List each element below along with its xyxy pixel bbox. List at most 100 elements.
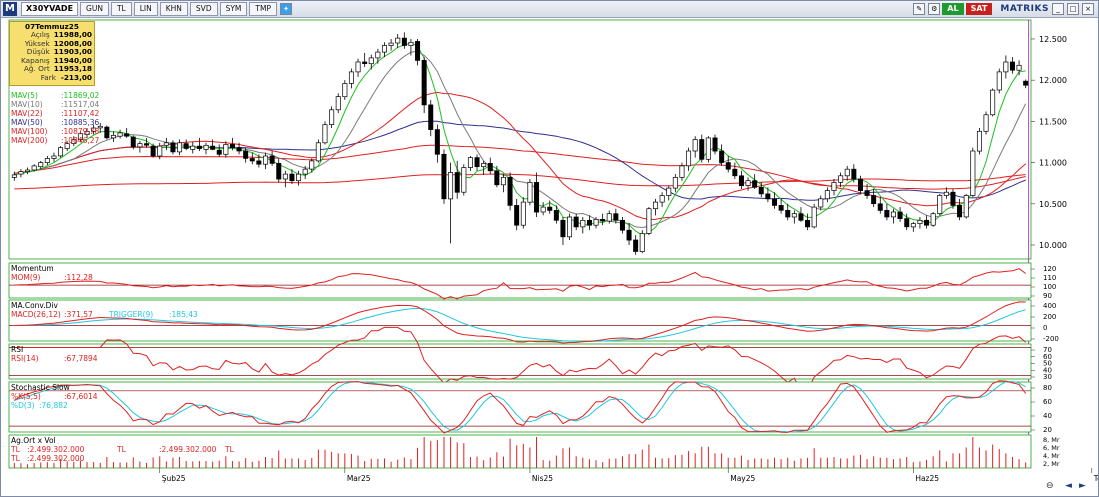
period-button[interactable]: GUN xyxy=(80,2,109,16)
ma-legend-label: MAV(50) xyxy=(11,118,43,127)
sell-button[interactable]: SAT xyxy=(965,3,993,15)
template-button[interactable]: TMP xyxy=(249,2,277,16)
rsi-tick-label: 40 xyxy=(1043,366,1052,374)
ma-legend-label: MAV(22) xyxy=(11,109,43,118)
candle xyxy=(58,147,64,157)
candle xyxy=(84,130,90,135)
volume-title: Ag.Ort x Vol xyxy=(11,436,56,445)
ma-legend-value: :11869,02 xyxy=(61,91,100,100)
toolbar: M X30YVADE GUN TL LIN KHN SVD SYM TMP ✦ … xyxy=(1,1,1098,18)
candle xyxy=(679,165,685,178)
ma-legend-label: MAV(5) xyxy=(11,91,38,100)
symbol-field[interactable]: X30YVADE xyxy=(21,2,79,16)
svd-button[interactable]: SVD xyxy=(189,2,218,16)
candle xyxy=(322,124,328,144)
buy-button[interactable]: AL xyxy=(942,3,964,15)
candle xyxy=(844,168,850,177)
volume-tick-label: 8, Mr xyxy=(1043,436,1060,444)
currency-button[interactable]: TL xyxy=(110,2,132,16)
candle xyxy=(282,173,288,180)
candle xyxy=(223,144,229,155)
candle xyxy=(309,160,315,170)
rsi-label: RSI(14) xyxy=(11,354,39,363)
candle xyxy=(500,177,506,186)
macd-value: :371,57 xyxy=(64,310,93,319)
rsi-tick-label: 30 xyxy=(1043,373,1052,381)
candle xyxy=(619,219,625,231)
scroll-right-icon: ► xyxy=(1079,481,1086,491)
candle xyxy=(507,177,513,206)
info-date: 07Temmuz25 xyxy=(25,22,79,31)
candle xyxy=(527,182,533,203)
candle xyxy=(44,158,50,163)
candle xyxy=(520,201,526,226)
candle xyxy=(633,239,639,252)
candle xyxy=(38,162,44,168)
candle xyxy=(719,150,725,163)
chart-type-button[interactable]: KHN xyxy=(159,2,188,16)
info-value: 12008,00 xyxy=(53,38,92,48)
candle xyxy=(342,83,348,98)
rsi-tick-label: 60 xyxy=(1043,353,1052,361)
close-icon[interactable]: × xyxy=(1082,3,1094,15)
x-tick-label: Haz25 xyxy=(915,474,939,483)
candle xyxy=(229,144,235,149)
candle xyxy=(838,175,844,183)
candle xyxy=(917,219,923,224)
candle xyxy=(144,143,150,146)
price-tick-label: 11.500 xyxy=(1039,117,1067,126)
candle xyxy=(348,71,354,84)
pencil-icon[interactable]: ✎ xyxy=(913,3,926,15)
macd-signal-line xyxy=(14,307,1026,342)
candle xyxy=(613,213,619,221)
chart-canvas[interactable]: 12.500 12.000 11.500 11.000 10.500 10.000 MAV(… xyxy=(1,18,1098,497)
info-value: 11953,18 xyxy=(53,64,92,74)
settings-icon[interactable]: ⚙ xyxy=(928,3,941,15)
macd-panel-frame xyxy=(8,299,1032,342)
ma-legend-value: :11517,04 xyxy=(61,100,100,109)
maximize-icon[interactable]: □ xyxy=(1067,3,1079,15)
candle xyxy=(302,168,308,175)
candle xyxy=(818,198,824,208)
candle xyxy=(600,219,606,222)
candle xyxy=(712,137,718,152)
candle xyxy=(857,178,863,191)
candle xyxy=(434,129,440,155)
candle xyxy=(368,57,374,65)
rsi-tick-label: 50 xyxy=(1043,360,1052,368)
candle xyxy=(243,150,249,159)
info-label: Ağ. Ort xyxy=(23,64,50,74)
info-label: Düşük xyxy=(26,47,50,57)
candle xyxy=(355,61,361,73)
candle xyxy=(930,213,936,226)
candle xyxy=(646,208,652,234)
info-value: -213,00 xyxy=(60,72,92,82)
momentum-tick-label: 100 xyxy=(1043,283,1056,291)
candle xyxy=(11,174,17,178)
sym-button[interactable]: SYM xyxy=(219,2,248,16)
candle xyxy=(976,130,982,152)
candle xyxy=(362,61,368,64)
candle xyxy=(236,147,242,152)
candle xyxy=(1023,80,1029,86)
candle xyxy=(963,195,969,218)
minimize-icon[interactable]: _ xyxy=(1052,3,1064,15)
ma-legend-value: :10885,36 xyxy=(61,118,100,127)
volume-row2-unit: TL xyxy=(224,445,235,454)
scale-button[interactable]: LIN xyxy=(133,2,158,16)
info-value: 11903,00 xyxy=(53,47,92,57)
candle xyxy=(897,211,903,219)
candle xyxy=(514,205,520,226)
candle xyxy=(805,219,811,228)
stoch-tick-label: 60 xyxy=(1043,398,1052,406)
ma-legend-value: :10846,27 xyxy=(61,136,100,145)
candle xyxy=(448,172,454,200)
momentum-panel-frame xyxy=(8,262,1032,299)
price-tick-label: 11.000 xyxy=(1039,159,1067,168)
candle xyxy=(395,37,401,44)
candle xyxy=(177,142,183,153)
stoch-title: Stochastic Slow xyxy=(11,383,70,392)
candle xyxy=(653,201,659,210)
x-tick-label: Şub25 xyxy=(162,474,186,483)
twitter-icon[interactable]: ✦ xyxy=(280,3,292,15)
